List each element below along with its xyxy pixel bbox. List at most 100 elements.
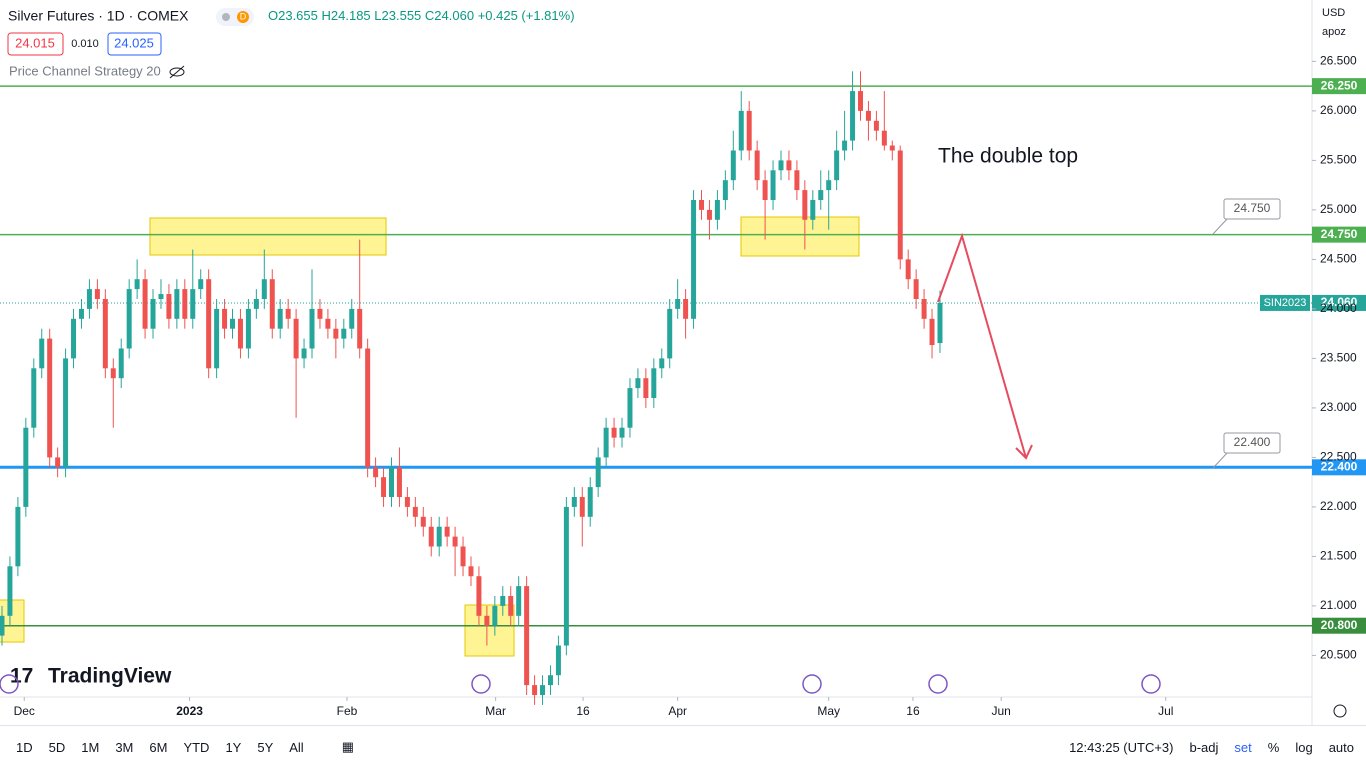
candle-body [754, 150, 760, 181]
options: b-adj set% log auto [1182, 740, 1363, 755]
candle-body [166, 294, 172, 319]
range-button[interactable]: 1Y [225, 739, 242, 755]
y-tick-label: 24.000 [1320, 301, 1357, 315]
candle-body [540, 685, 546, 696]
ranges: 1D 5D 1M 3M 6M YTD 1Y 5Y All [8, 740, 312, 755]
currency[interactable]: USD [1322, 7, 1345, 19]
candle-body [47, 338, 53, 458]
logo-text: TradingView [48, 665, 172, 688]
candle-body [571, 497, 577, 507]
calendar-icon[interactable]: ▦ [341, 739, 354, 754]
candle-body [873, 120, 879, 131]
indicator: Price Channel Strategy 20 [9, 63, 161, 78]
projection-arrow [937, 232, 1027, 459]
candle-body [889, 145, 895, 151]
levels: 26.250 24.750 22.400 20.800 SIN2023 24.060 [0, 78, 1366, 634]
event-icon[interactable] [802, 674, 822, 694]
ask-box[interactable] [107, 32, 162, 56]
bid[interactable]: 24.015 [15, 35, 55, 50]
event-icon[interactable] [928, 674, 948, 694]
range-button[interactable]: 5Y [257, 739, 274, 755]
candle-body [730, 150, 736, 181]
chart: 26.250 24.750 22.400 20.800 SIN2023 24.060 Th… [0, 0, 1366, 725]
candle-body [508, 596, 514, 616]
candle-body [420, 516, 426, 527]
level-label-bg [1312, 617, 1366, 634]
candle-body [468, 566, 474, 577]
event-icon[interactable] [471, 674, 491, 694]
candle-body [349, 308, 355, 329]
candle-body [651, 368, 657, 399]
candle-body [579, 497, 585, 517]
callout-text: 22.400 [1234, 435, 1271, 449]
clock: 12:43:25 (UTC+3) [1069, 739, 1174, 755]
range-button[interactable]: 5D [48, 739, 66, 755]
candle-body [810, 199, 816, 220]
candle-body [921, 298, 927, 319]
annotation: The double top [938, 145, 1078, 168]
candle-body [71, 318, 77, 359]
range-button[interactable]: 1D [16, 739, 33, 755]
candle-body [277, 308, 283, 329]
level-label-bg [1312, 78, 1366, 95]
badge-dot [222, 13, 230, 21]
x-tick-label: Dec [14, 704, 35, 718]
candle-body [675, 298, 681, 309]
scale-option[interactable]: b-adj [1189, 739, 1219, 755]
candle-body [63, 358, 69, 468]
range-button[interactable]: All [289, 739, 304, 755]
level-label: 26.250 [1321, 78, 1358, 92]
event-icon[interactable] [1141, 674, 1161, 694]
range-button[interactable]: 6M [149, 739, 168, 755]
candle-body [301, 348, 307, 359]
bid-box[interactable] [7, 32, 64, 56]
ohlc: O23.655 H24.185 L23.555 C24.060 +0.425 (… [268, 8, 575, 23]
candle-body [381, 477, 387, 498]
range-button[interactable]: YTD [183, 739, 210, 755]
candle-body [373, 467, 379, 478]
symbol-label: SIN2023 [1264, 297, 1307, 309]
x-tick-label: Jun [992, 704, 1011, 718]
candle-body [365, 348, 371, 468]
candle-body [174, 289, 180, 319]
candle-body [15, 506, 21, 567]
candle-body [619, 427, 625, 438]
candle-body [142, 279, 148, 329]
candle-body [460, 546, 466, 567]
ask[interactable]: 24.025 [114, 35, 154, 50]
candle-body [190, 289, 196, 319]
x-tick-label: Feb [337, 704, 358, 718]
candle-body [770, 170, 776, 200]
range-button[interactable]: 1M [81, 739, 100, 755]
scale-option[interactable]: log [1295, 739, 1313, 755]
candle-body [905, 259, 911, 280]
candle-body [285, 308, 291, 319]
candle-body [842, 140, 848, 151]
candle-body [31, 368, 37, 428]
scale-option[interactable]: auto [1328, 739, 1354, 755]
unit[interactable]: apoz [1322, 26, 1346, 38]
range-button[interactable]: 3M [115, 739, 134, 755]
scale-option[interactable]: % [1267, 739, 1280, 755]
candle-body [317, 308, 323, 319]
settings-icon[interactable] [1333, 704, 1347, 718]
candle-body [333, 328, 339, 339]
candle-body [39, 338, 45, 369]
candle-body [357, 308, 363, 349]
highlight-boxes [0, 216, 860, 657]
scale-option[interactable]: set [1234, 739, 1252, 755]
candle-body [500, 596, 506, 606]
candle-body [492, 605, 498, 626]
last-price-label: 24.060 [1321, 295, 1358, 309]
event-icon[interactable] [0, 674, 19, 694]
candle-body [78, 308, 84, 319]
symbol: Silver Futures · 1D · COMEX [8, 8, 189, 24]
y-tick-label: 25.000 [1320, 202, 1357, 216]
candle-body [881, 130, 887, 146]
candle-body [595, 457, 601, 488]
candle-body [55, 457, 61, 468]
candle-body [237, 318, 243, 349]
candle-body [516, 586, 522, 616]
bottom-toolbar: 1D 5D 1M 3M 6M YTD 1Y 5Y All ▦ 12:43:25 (UTC+3) … [0, 725, 1366, 768]
hide-icon[interactable] [169, 65, 185, 79]
